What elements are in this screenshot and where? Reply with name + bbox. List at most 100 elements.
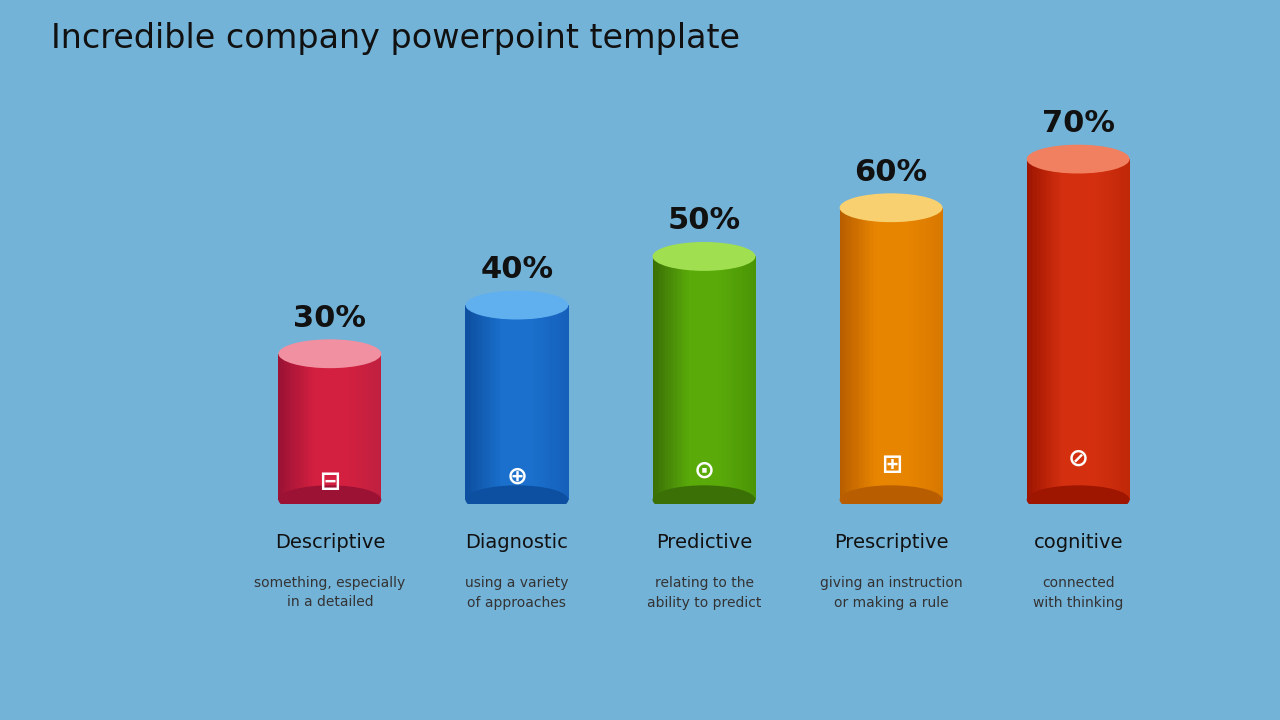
Bar xyxy=(1119,159,1123,500)
Ellipse shape xyxy=(305,346,356,361)
Bar xyxy=(540,305,543,500)
Ellipse shape xyxy=(279,339,381,368)
Ellipse shape xyxy=(1051,151,1105,167)
Ellipse shape xyxy=(878,204,904,212)
Bar xyxy=(1044,159,1047,500)
Bar xyxy=(520,305,522,500)
Bar xyxy=(681,256,684,500)
Bar xyxy=(689,256,691,500)
Ellipse shape xyxy=(864,200,918,215)
Ellipse shape xyxy=(480,294,554,315)
Ellipse shape xyxy=(854,197,928,218)
Ellipse shape xyxy=(1030,145,1126,173)
Bar xyxy=(737,256,740,500)
Ellipse shape xyxy=(490,297,544,312)
Ellipse shape xyxy=(868,201,915,215)
Ellipse shape xyxy=(294,343,366,364)
Ellipse shape xyxy=(289,342,371,365)
Bar xyxy=(1055,159,1057,500)
Ellipse shape xyxy=(297,345,362,363)
Bar xyxy=(351,354,353,500)
Text: something, especially
in a detailed: something, especially in a detailed xyxy=(255,576,406,610)
Bar xyxy=(535,305,538,500)
Ellipse shape xyxy=(328,353,333,354)
Ellipse shape xyxy=(691,253,717,260)
Bar xyxy=(335,354,338,500)
Bar xyxy=(525,305,527,500)
Text: ⊟: ⊟ xyxy=(319,470,340,494)
Bar xyxy=(1052,159,1055,500)
Bar xyxy=(512,305,515,500)
Bar xyxy=(678,256,681,500)
Ellipse shape xyxy=(694,253,714,259)
Bar xyxy=(289,354,292,500)
Bar xyxy=(717,256,719,500)
Ellipse shape xyxy=(692,253,716,260)
Bar xyxy=(489,305,492,500)
Bar xyxy=(530,305,532,500)
Ellipse shape xyxy=(1074,158,1083,161)
Bar xyxy=(668,256,671,500)
Text: 40%: 40% xyxy=(480,255,553,284)
Ellipse shape xyxy=(849,196,934,220)
Ellipse shape xyxy=(325,353,334,355)
Bar xyxy=(486,305,489,500)
Ellipse shape xyxy=(1034,147,1123,171)
Bar xyxy=(653,256,655,500)
Ellipse shape xyxy=(684,251,724,262)
Bar xyxy=(1116,159,1120,500)
Bar xyxy=(719,256,722,500)
Ellipse shape xyxy=(306,347,353,361)
Bar xyxy=(346,354,348,500)
Ellipse shape xyxy=(477,294,557,316)
Ellipse shape xyxy=(1066,156,1089,162)
Bar xyxy=(305,354,307,500)
Bar xyxy=(860,208,863,500)
Bar xyxy=(294,354,297,500)
Bar xyxy=(323,354,325,500)
Ellipse shape xyxy=(500,300,534,310)
Ellipse shape xyxy=(876,204,906,212)
Bar xyxy=(353,354,356,500)
Ellipse shape xyxy=(863,199,920,216)
Text: ⊕: ⊕ xyxy=(507,464,527,488)
Bar xyxy=(1070,159,1073,500)
Bar xyxy=(550,305,553,500)
Bar xyxy=(515,305,517,500)
Bar xyxy=(1091,159,1094,500)
Text: Prescriptive: Prescriptive xyxy=(833,533,948,552)
Bar xyxy=(532,305,535,500)
Bar xyxy=(1101,159,1105,500)
Ellipse shape xyxy=(668,246,740,266)
Ellipse shape xyxy=(495,299,539,311)
Bar xyxy=(297,354,300,500)
Ellipse shape xyxy=(669,247,739,266)
Bar xyxy=(340,354,343,500)
Ellipse shape xyxy=(303,346,357,361)
Bar xyxy=(1103,159,1107,500)
Ellipse shape xyxy=(504,302,530,309)
Ellipse shape xyxy=(865,201,916,215)
Bar xyxy=(696,256,699,500)
Bar xyxy=(909,208,911,500)
Bar xyxy=(891,208,893,500)
Bar xyxy=(658,256,660,500)
Bar xyxy=(287,354,289,500)
Bar xyxy=(881,208,883,500)
Ellipse shape xyxy=(300,345,361,362)
Bar xyxy=(507,305,509,500)
Bar xyxy=(911,208,914,500)
Bar xyxy=(1065,159,1068,500)
Ellipse shape xyxy=(659,244,749,269)
Bar xyxy=(1042,159,1044,500)
Ellipse shape xyxy=(476,294,558,317)
Bar xyxy=(502,305,504,500)
Bar xyxy=(740,256,742,500)
Ellipse shape xyxy=(1069,156,1088,162)
Bar xyxy=(517,305,520,500)
Bar xyxy=(735,256,737,500)
Bar xyxy=(538,305,540,500)
Ellipse shape xyxy=(1055,153,1102,166)
Ellipse shape xyxy=(285,341,374,366)
Bar xyxy=(730,256,732,500)
